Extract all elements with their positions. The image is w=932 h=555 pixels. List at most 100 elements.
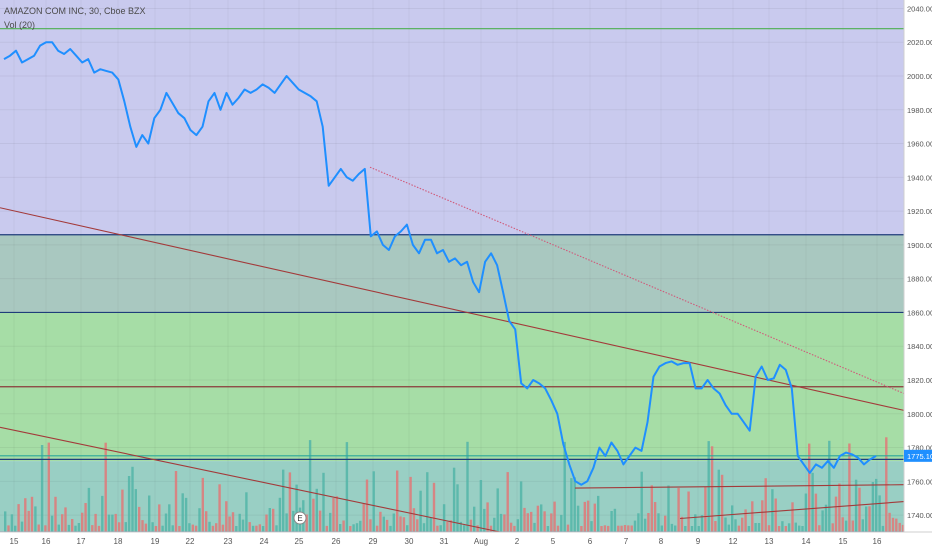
volume-bar xyxy=(248,522,251,532)
y-tick-label: 1960.00 xyxy=(907,140,932,149)
x-tick-label: 16 xyxy=(42,537,51,546)
volume-bar xyxy=(757,523,761,532)
volume-bar xyxy=(891,517,895,532)
volume-bar xyxy=(650,485,653,532)
x-tick-label: 8 xyxy=(659,537,664,546)
volume-bar xyxy=(593,503,596,532)
volume-bar xyxy=(171,525,174,532)
volume-bar xyxy=(151,522,154,532)
volume-bar xyxy=(764,478,767,532)
volume-bar xyxy=(228,516,231,532)
volume-bar xyxy=(714,521,717,532)
volume-bar xyxy=(308,440,312,532)
volume-bar xyxy=(851,520,854,532)
volume-bar xyxy=(787,523,791,532)
volume-bar xyxy=(61,514,64,532)
volume-bar xyxy=(30,496,34,532)
volume-bar xyxy=(282,469,285,532)
volume-bar xyxy=(794,522,797,532)
y-tick-label: 1820.00 xyxy=(907,376,932,385)
x-axis: 15 16 17 18 19 22 23 24 25 26 29 30 31 Aug 2 5 6 7 8 9 12 13 1… xyxy=(0,531,932,550)
volume-bar xyxy=(627,525,630,532)
volume-bar xyxy=(643,518,647,532)
x-tick-label: 15 xyxy=(839,537,848,546)
volume-bar xyxy=(895,518,898,532)
volume-bar xyxy=(717,469,720,532)
volume-bar xyxy=(576,505,580,532)
volume-bar xyxy=(550,513,553,532)
volume-bar xyxy=(50,515,54,532)
volume-bar xyxy=(720,474,724,532)
volume-bar xyxy=(744,509,747,532)
volume-bar xyxy=(329,512,332,532)
volume-bar xyxy=(560,514,563,532)
volume-bar xyxy=(513,525,516,532)
volume-bar xyxy=(369,519,372,532)
volume-bar xyxy=(138,506,141,532)
background-zones xyxy=(0,0,904,532)
x-tick-label: 30 xyxy=(405,537,414,546)
volume-bar xyxy=(77,523,81,532)
volume-bar xyxy=(191,524,194,532)
volume-bar xyxy=(332,498,335,532)
volume-bar xyxy=(261,526,265,532)
volume-bar xyxy=(27,510,30,532)
volume-bar xyxy=(694,514,697,532)
volume-bar xyxy=(392,513,395,532)
volume-bar xyxy=(476,525,479,532)
volume-bar xyxy=(34,506,37,532)
volume-bar xyxy=(10,514,14,532)
volume-bar xyxy=(466,441,469,532)
y-tick-label: 2000.00 xyxy=(907,72,932,81)
y-tick-label: 1880.00 xyxy=(907,275,932,284)
volume-bar xyxy=(178,526,181,532)
volume-bar xyxy=(700,515,704,532)
volume-bar xyxy=(422,523,426,532)
x-tick-label: 13 xyxy=(765,537,774,546)
volume-bar xyxy=(238,513,241,532)
volume-bar xyxy=(875,478,878,532)
volume-bar xyxy=(690,526,694,532)
volume-bar xyxy=(653,502,657,532)
volume-bar xyxy=(838,483,841,532)
volume-bar xyxy=(84,503,87,532)
volume-bar xyxy=(710,446,714,532)
volume-bar xyxy=(235,526,238,532)
volume-bar xyxy=(670,523,674,532)
symbol-title: AMAZON COM INC, 30, Cboe BZX xyxy=(4,6,146,16)
volume-bar xyxy=(543,511,546,532)
volume-bar xyxy=(637,513,640,532)
volume-bar xyxy=(737,525,741,532)
volume-bar xyxy=(463,525,466,532)
volume-bar xyxy=(111,514,114,532)
earnings-marker[interactable]: E xyxy=(293,511,307,525)
volume-bar xyxy=(868,506,871,532)
volume-bar xyxy=(771,489,774,532)
volume-bar xyxy=(71,519,74,532)
x-tick-label: 12 xyxy=(729,537,738,546)
volume-bar xyxy=(459,521,462,532)
price-line xyxy=(3,41,877,486)
volume-bar xyxy=(144,523,148,532)
volume-bar xyxy=(211,525,215,532)
volume-bar xyxy=(828,440,831,532)
volume-bar xyxy=(97,525,101,532)
volume-bar xyxy=(335,496,339,532)
volume-bar xyxy=(881,525,885,532)
y-tick-label: 1940.00 xyxy=(907,173,932,182)
volume-bar xyxy=(94,513,97,532)
volume-bar xyxy=(288,472,292,532)
volume-bar xyxy=(452,467,456,532)
y-tick-label: 2020.00 xyxy=(907,38,932,47)
volume-bar xyxy=(506,472,509,532)
volume-bar xyxy=(499,513,503,532)
volume-bar xyxy=(590,521,593,532)
volume-bar xyxy=(449,520,452,532)
volume-bar xyxy=(630,525,633,532)
volume-bar xyxy=(349,526,352,532)
volume-bar xyxy=(221,524,225,532)
y-tick-label: 1780.00 xyxy=(907,444,932,453)
volume-bar xyxy=(208,521,211,532)
